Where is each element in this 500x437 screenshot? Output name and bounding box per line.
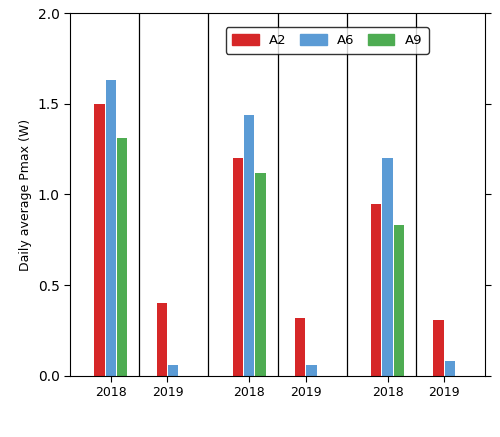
Bar xyxy=(256,173,266,376)
Bar xyxy=(394,225,404,376)
Bar xyxy=(295,318,306,376)
Bar xyxy=(434,319,444,376)
Legend: A2, A6, A9: A2, A6, A9 xyxy=(226,27,429,54)
Bar xyxy=(371,204,382,376)
Y-axis label: Daily average Pmax (W): Daily average Pmax (W) xyxy=(19,118,32,271)
Bar xyxy=(106,80,116,376)
Bar xyxy=(382,158,392,376)
Bar xyxy=(156,303,167,376)
Bar xyxy=(444,361,455,376)
Bar xyxy=(117,138,128,376)
Bar xyxy=(94,104,105,376)
Bar xyxy=(244,114,254,376)
Bar xyxy=(232,158,243,376)
Bar xyxy=(168,365,178,376)
Bar xyxy=(306,365,316,376)
